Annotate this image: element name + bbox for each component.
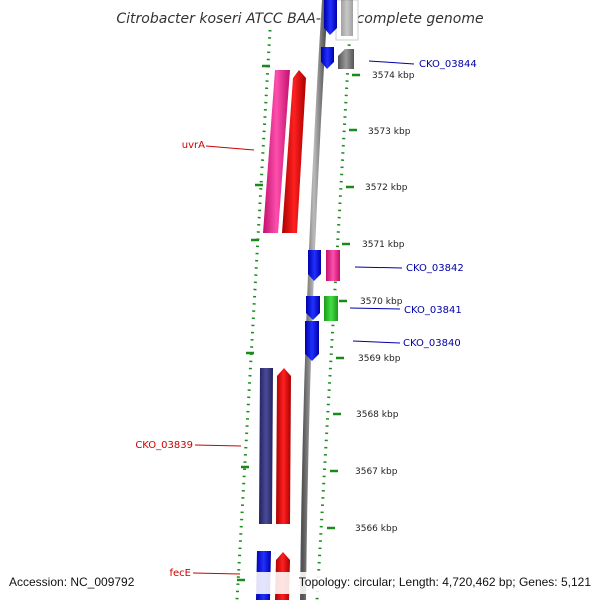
gene-label: CKO_03844	[419, 59, 477, 70]
right-features	[305, 0, 359, 361]
ruler-label: 3570 kbp	[360, 297, 403, 307]
ruler-label: 3572 kbp	[365, 183, 408, 193]
gene-label: CKO_03839	[135, 440, 193, 451]
gene-label: CKO_03840	[403, 338, 461, 349]
gene-label: CKO_03841	[404, 305, 462, 316]
accession-text: Accession: NC_009792	[9, 575, 135, 589]
ruler-label: 3574 kbp	[372, 71, 415, 81]
gene-labels: CKO_03844 uvrA CKO_03842 CKO_03841 CKO_0…	[135, 59, 476, 579]
ruler-labels: 3574 kbp 3573 kbp 3572 kbp 3571 kbp 3570…	[355, 71, 415, 534]
gene-label-leaders	[192, 60, 415, 575]
ruler-label: 3573 kbp	[368, 127, 411, 137]
ruler-label: 3566 kbp	[355, 524, 398, 534]
ruler-label: 3567 kbp	[355, 467, 398, 477]
gene-label: CKO_03842	[406, 263, 464, 274]
left-features	[256, 70, 306, 600]
ruler-label: 3571 kbp	[362, 240, 405, 250]
dotted-ticks	[235, 29, 360, 600]
ruler-label: 3569 kbp	[358, 354, 401, 364]
footer-backdrop	[256, 572, 596, 594]
gene-label: fecE	[170, 568, 192, 579]
topology-text: Topology: circular; Length: 4,720,462 bp…	[299, 575, 592, 589]
gene-label: uvrA	[182, 140, 205, 151]
map-title: Citrobacter koseri ATCC BAA-895, complet…	[116, 11, 483, 27]
ruler-label: 3568 kbp	[356, 410, 399, 420]
